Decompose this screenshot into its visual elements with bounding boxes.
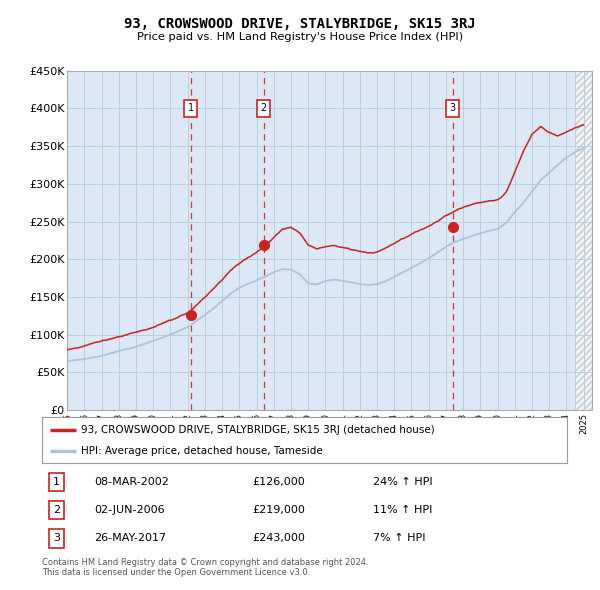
Text: £243,000: £243,000 [252,533,305,543]
Text: £219,000: £219,000 [252,505,305,515]
Text: 11% ↑ HPI: 11% ↑ HPI [373,505,432,515]
Text: 26-MAY-2017: 26-MAY-2017 [95,533,167,543]
Text: 93, CROWSWOOD DRIVE, STALYBRIDGE, SK15 3RJ: 93, CROWSWOOD DRIVE, STALYBRIDGE, SK15 3… [124,17,476,31]
Text: Price paid vs. HM Land Registry's House Price Index (HPI): Price paid vs. HM Land Registry's House … [137,32,463,42]
Text: 7% ↑ HPI: 7% ↑ HPI [373,533,425,543]
Text: Contains HM Land Registry data © Crown copyright and database right 2024.
This d: Contains HM Land Registry data © Crown c… [42,558,368,577]
Text: 02-JUN-2006: 02-JUN-2006 [95,505,165,515]
Text: 1: 1 [188,103,194,113]
Text: HPI: Average price, detached house, Tameside: HPI: Average price, detached house, Tame… [82,445,323,455]
Text: 08-MAR-2002: 08-MAR-2002 [95,477,169,487]
Text: 2: 2 [260,103,267,113]
Text: 93, CROWSWOOD DRIVE, STALYBRIDGE, SK15 3RJ (detached house): 93, CROWSWOOD DRIVE, STALYBRIDGE, SK15 3… [82,425,435,435]
Polygon shape [575,71,592,410]
Text: 2: 2 [53,505,60,515]
Text: 1: 1 [53,477,60,487]
Text: 3: 3 [450,103,456,113]
Text: 24% ↑ HPI: 24% ↑ HPI [373,477,433,487]
Text: £126,000: £126,000 [252,477,305,487]
Text: 3: 3 [53,533,60,543]
